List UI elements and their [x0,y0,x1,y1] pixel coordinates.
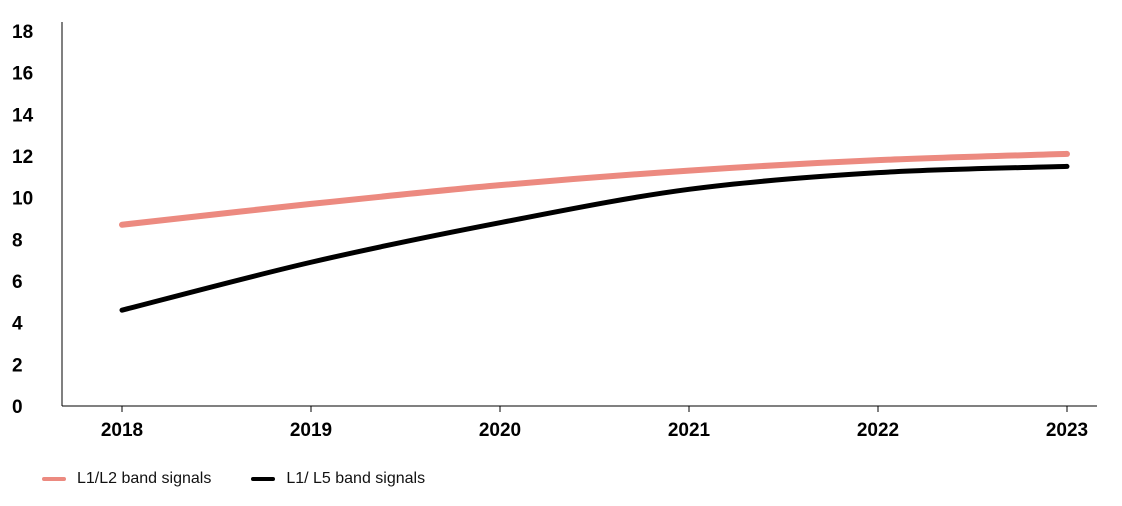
x-tick-label: 2022 [857,420,899,441]
y-tick-label: 14 [12,105,34,126]
y-axis-ticks: 0 2 4 6 8 10 12 14 16 18 [12,22,34,418]
x-tick-label: 2023 [1046,420,1088,441]
series-line-l1-l5 [119,163,1070,313]
legend: L1/L2 band signals L1/ L5 band signals [42,470,465,488]
y-tick-label: 12 [12,147,33,168]
legend-swatch-l1-l2 [42,477,66,481]
y-tick-label: 8 [12,230,23,251]
legend-item-l1-l5: L1/ L5 band signals [251,470,425,488]
x-tick-label: 2021 [668,420,711,441]
y-tick-label: 2 [12,355,23,376]
y-tick-label: 4 [12,314,23,335]
x-tick-label: 2019 [290,420,332,441]
y-tick-label: 0 [12,397,23,418]
series-line-l1-l2 [119,150,1070,228]
y-tick-label: 6 [12,272,23,293]
legend-label-l1-l2: L1/L2 band signals [77,470,212,487]
legend-item-l1-l2: L1/L2 band signals [42,470,211,488]
x-tick-label: 2018 [101,420,143,441]
series-layer [119,150,1070,313]
x-tick-label: 2020 [479,420,521,441]
legend-label-l1-l5: L1/ L5 band signals [286,470,426,487]
legend-swatch-l1-l5 [251,477,276,481]
y-tick-label: 10 [12,189,33,210]
y-tick-label: 16 [12,64,33,85]
line-chart: 0 2 4 6 8 10 12 14 16 18 2018 2019 2020 2021 2022 2023 [12,22,1097,441]
y-tick-label: 18 [12,22,33,43]
x-axis-ticks: 2018 2019 2020 2021 2022 2023 [101,406,1088,441]
